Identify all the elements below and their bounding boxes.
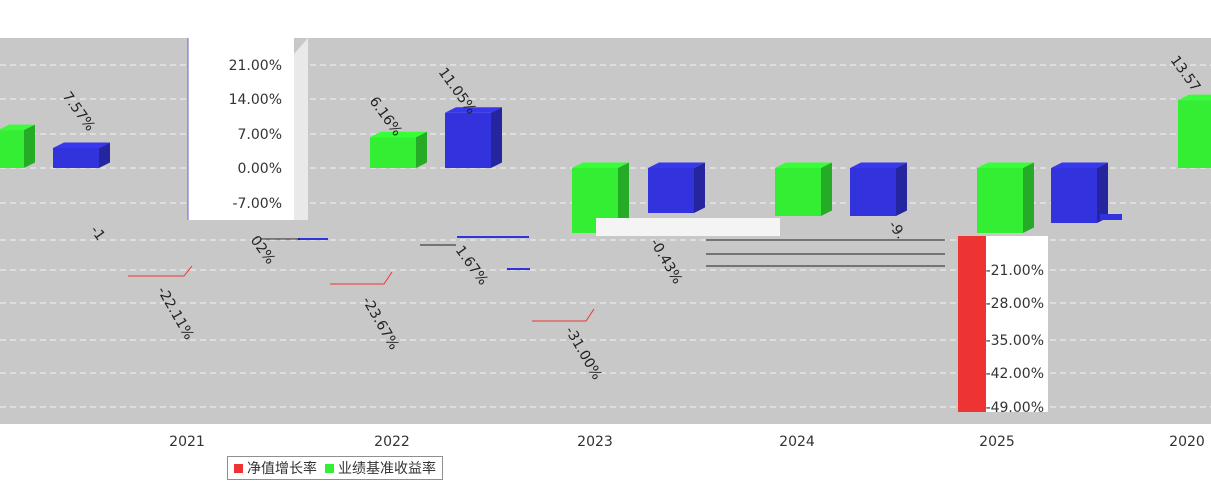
- bar-benchmark-2025-side: [1023, 162, 1034, 233]
- bar-benchmark-2021-top: [0, 124, 35, 131]
- bar-blue-2025-side: [1097, 162, 1108, 223]
- x-tick-2023: 2023: [577, 434, 613, 450]
- bar-blue-2025: [1051, 162, 1108, 223]
- y-tick-upper-0: 21.00%: [229, 58, 282, 74]
- y-tick-lower-4: -49.00%: [986, 400, 1044, 416]
- legend-label-benchmark: 业绩基准收益率: [338, 461, 436, 477]
- bar-blue-2024-front: [850, 168, 896, 216]
- bar-benchmark-2024-front: [775, 168, 821, 216]
- bar-benchmark-2021-side: [24, 124, 35, 168]
- bar-benchmark-2023-side: [618, 162, 629, 233]
- y-axis-layer: 21.00% 14.00% 7.00% 0.00% -7.00% -21.00% -28.0…: [187, 38, 1048, 416]
- bar-blue-2021-side: [99, 142, 110, 168]
- red-connector-0: [128, 265, 193, 277]
- bar-blue-2022: [445, 107, 502, 168]
- bar-benchmark-2020: [1178, 94, 1211, 168]
- render-fragment-2: [457, 236, 529, 238]
- bar-blue-2021-top: [53, 142, 110, 148]
- bar-benchmark-2023-top: [572, 162, 629, 168]
- legend-swatch-net-value: [234, 463, 243, 473]
- bar-blue-2022-side: [491, 107, 502, 168]
- bar-benchmark-2021-front: [0, 130, 24, 168]
- glitch-layer: [260, 214, 1122, 270]
- x-tick-2025: 2025: [979, 434, 1015, 450]
- render-fragment-4: [1100, 214, 1122, 220]
- bar-blue-2022-front: [445, 112, 491, 168]
- bar-benchmark-2022-front: [370, 137, 416, 168]
- bar-blue-2025-top: [1051, 162, 1108, 168]
- bar-benchmark-2022-side: [416, 131, 427, 168]
- chart-legend: 净值增长率 业绩基准收益率: [227, 456, 443, 480]
- x-tick-2024: 2024: [779, 434, 815, 450]
- bar-benchmark-2020-top: [1178, 94, 1211, 101]
- y-tick-upper-1: 14.00%: [229, 92, 282, 108]
- lower-red-ribbon: [958, 236, 986, 412]
- bar-benchmark-2024: [775, 162, 832, 216]
- y-tick-upper-3: 0.00%: [238, 161, 282, 177]
- bar-blue-2024-side: [896, 162, 907, 216]
- x-tick-2022: 2022: [374, 434, 410, 450]
- y-tick-upper-4: -7.00%: [232, 196, 282, 212]
- x-tick-2020: 2020: [1169, 434, 1205, 450]
- render-fragment-1: [298, 238, 328, 240]
- y-axis-card: [188, 38, 294, 220]
- bar-blue-2023: [648, 162, 705, 213]
- bar-blue-2023-front: [648, 168, 694, 213]
- y-tick-upper-2: 7.00%: [238, 127, 282, 143]
- legend-label-net-value: 净值增长率: [247, 461, 317, 477]
- y-tick-lower-3: -42.00%: [986, 366, 1044, 382]
- x-tick-2021: 2021: [169, 434, 205, 450]
- bar-benchmark-2022: [370, 131, 427, 168]
- bar-blue-2022-top: [445, 107, 502, 113]
- bar-blue-2023-top: [648, 162, 705, 168]
- bar-benchmark-2022-top: [370, 131, 427, 138]
- bar-blue-2021-front: [53, 148, 99, 168]
- bar-benchmark-2021: [0, 124, 35, 168]
- bar-blue-2025-front: [1051, 168, 1097, 223]
- bar-blue-2024: [850, 162, 907, 216]
- y-tick-lower-0: -21.00%: [986, 263, 1044, 279]
- bar-blue-2023-side: [694, 162, 705, 213]
- legend-item-net-value: 净值增长率: [234, 458, 317, 478]
- bar-benchmark-2024-side: [821, 162, 832, 216]
- render-fragment-3: [507, 268, 530, 270]
- bar-benchmark-2020-front: [1178, 100, 1211, 168]
- x-axis-layer: 2021 2022 2023 2024 2025 2020: [169, 434, 1205, 450]
- render-fragment-0: [596, 218, 780, 236]
- red-connector-2: [532, 308, 595, 322]
- y-axis-card-side: [294, 38, 308, 220]
- bar-benchmark-2024-top: [775, 162, 832, 168]
- legend-item-benchmark: 业绩基准收益率: [325, 458, 436, 478]
- red-connector-1: [330, 271, 393, 285]
- bar-benchmark-2025-top: [977, 162, 1034, 168]
- bar-blue-2024-top: [850, 162, 907, 168]
- y-tick-lower-1: -28.00%: [986, 296, 1044, 312]
- bar-benchmark-2025-front: [977, 168, 1023, 233]
- bar-blue-2021: [53, 142, 110, 168]
- bar-benchmark-2025: [977, 162, 1034, 233]
- y-tick-lower-2: -35.00%: [986, 333, 1044, 349]
- legend-swatch-benchmark: [325, 463, 334, 473]
